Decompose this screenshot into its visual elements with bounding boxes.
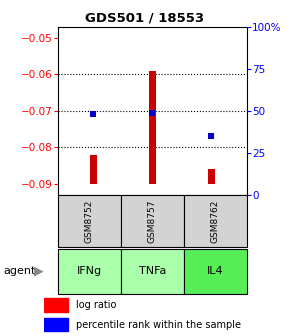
Bar xyxy=(121,195,184,247)
Bar xyxy=(58,249,121,294)
Bar xyxy=(121,249,184,294)
Text: log ratio: log ratio xyxy=(76,300,116,310)
Text: percentile rank within the sample: percentile rank within the sample xyxy=(76,320,241,330)
Bar xyxy=(44,318,68,331)
Text: GSM8757: GSM8757 xyxy=(148,199,157,243)
Bar xyxy=(184,249,246,294)
Text: agent: agent xyxy=(3,266,35,276)
Text: IFNg: IFNg xyxy=(77,266,102,276)
Text: ▶: ▶ xyxy=(34,265,44,278)
Bar xyxy=(58,195,121,247)
Bar xyxy=(44,298,68,312)
Bar xyxy=(208,169,215,184)
Bar xyxy=(184,195,246,247)
Text: IL4: IL4 xyxy=(207,266,223,276)
Text: GSM8752: GSM8752 xyxy=(85,199,94,243)
Text: GSM8762: GSM8762 xyxy=(211,199,220,243)
Text: GDS501 / 18553: GDS501 / 18553 xyxy=(86,12,204,25)
Bar xyxy=(149,71,156,184)
Text: TNFa: TNFa xyxy=(139,266,166,276)
Bar xyxy=(90,155,97,184)
